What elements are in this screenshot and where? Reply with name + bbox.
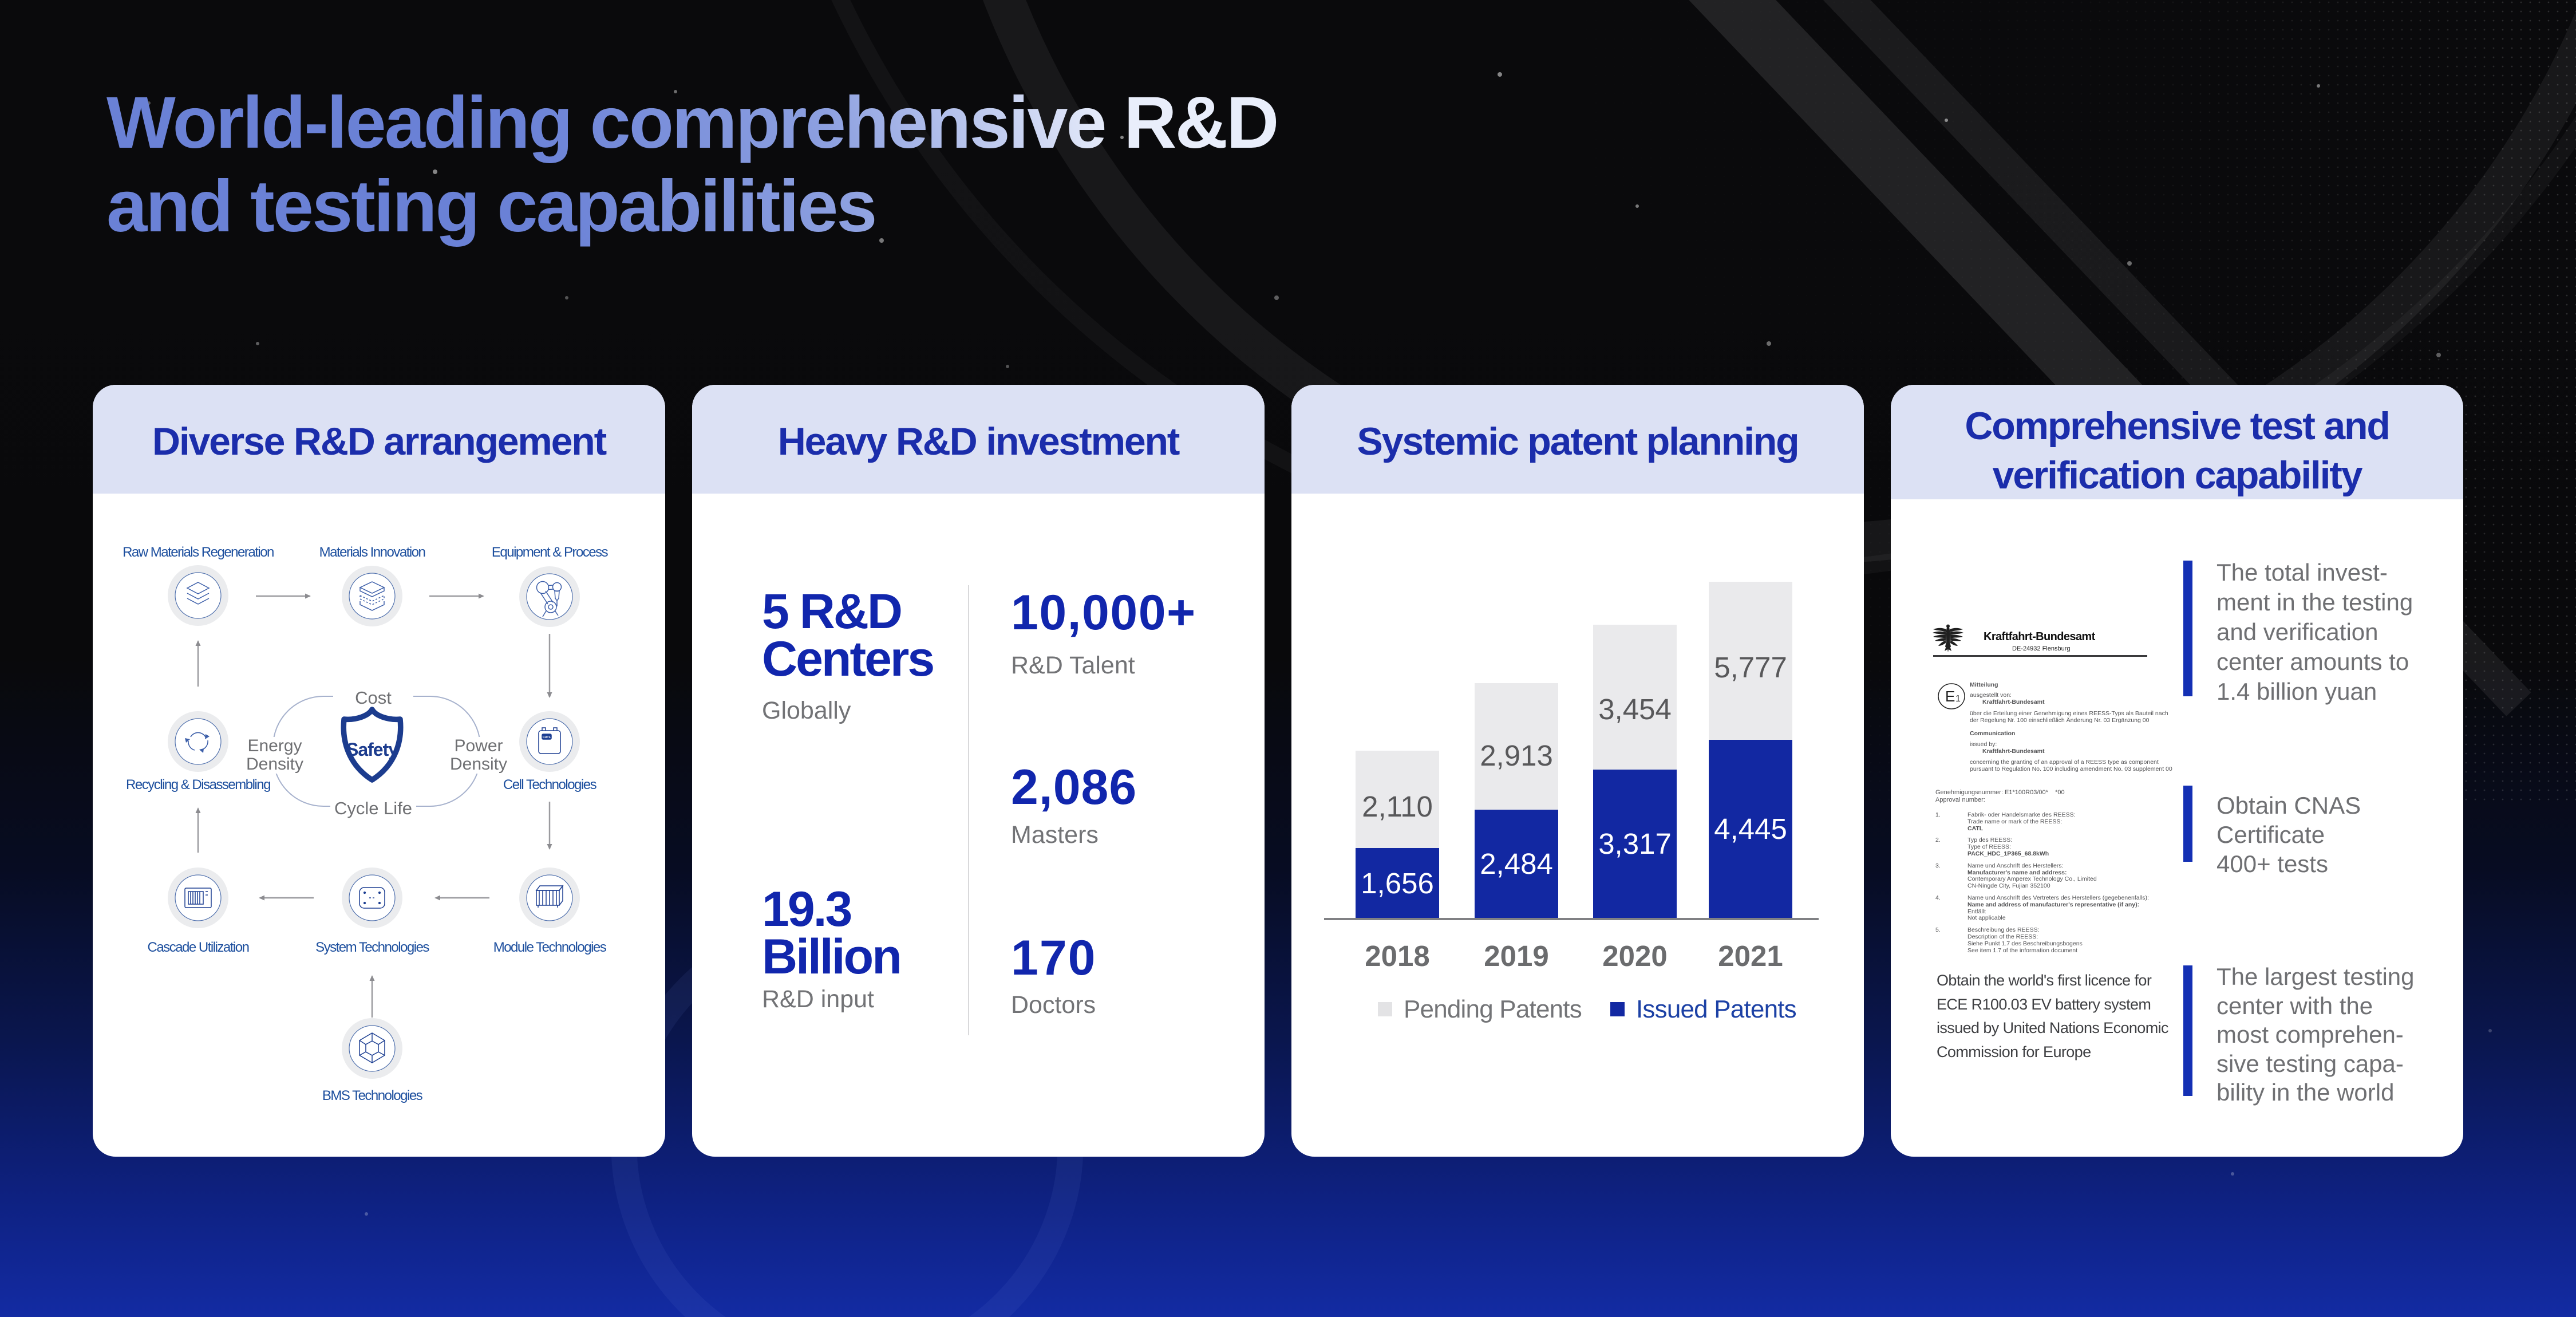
svg-text:1: 1 [1955,694,1961,704]
svg-text:CATL: CATL [543,736,551,739]
svg-text:E: E [1945,688,1955,705]
svg-text:Safety: Safety [346,739,398,760]
